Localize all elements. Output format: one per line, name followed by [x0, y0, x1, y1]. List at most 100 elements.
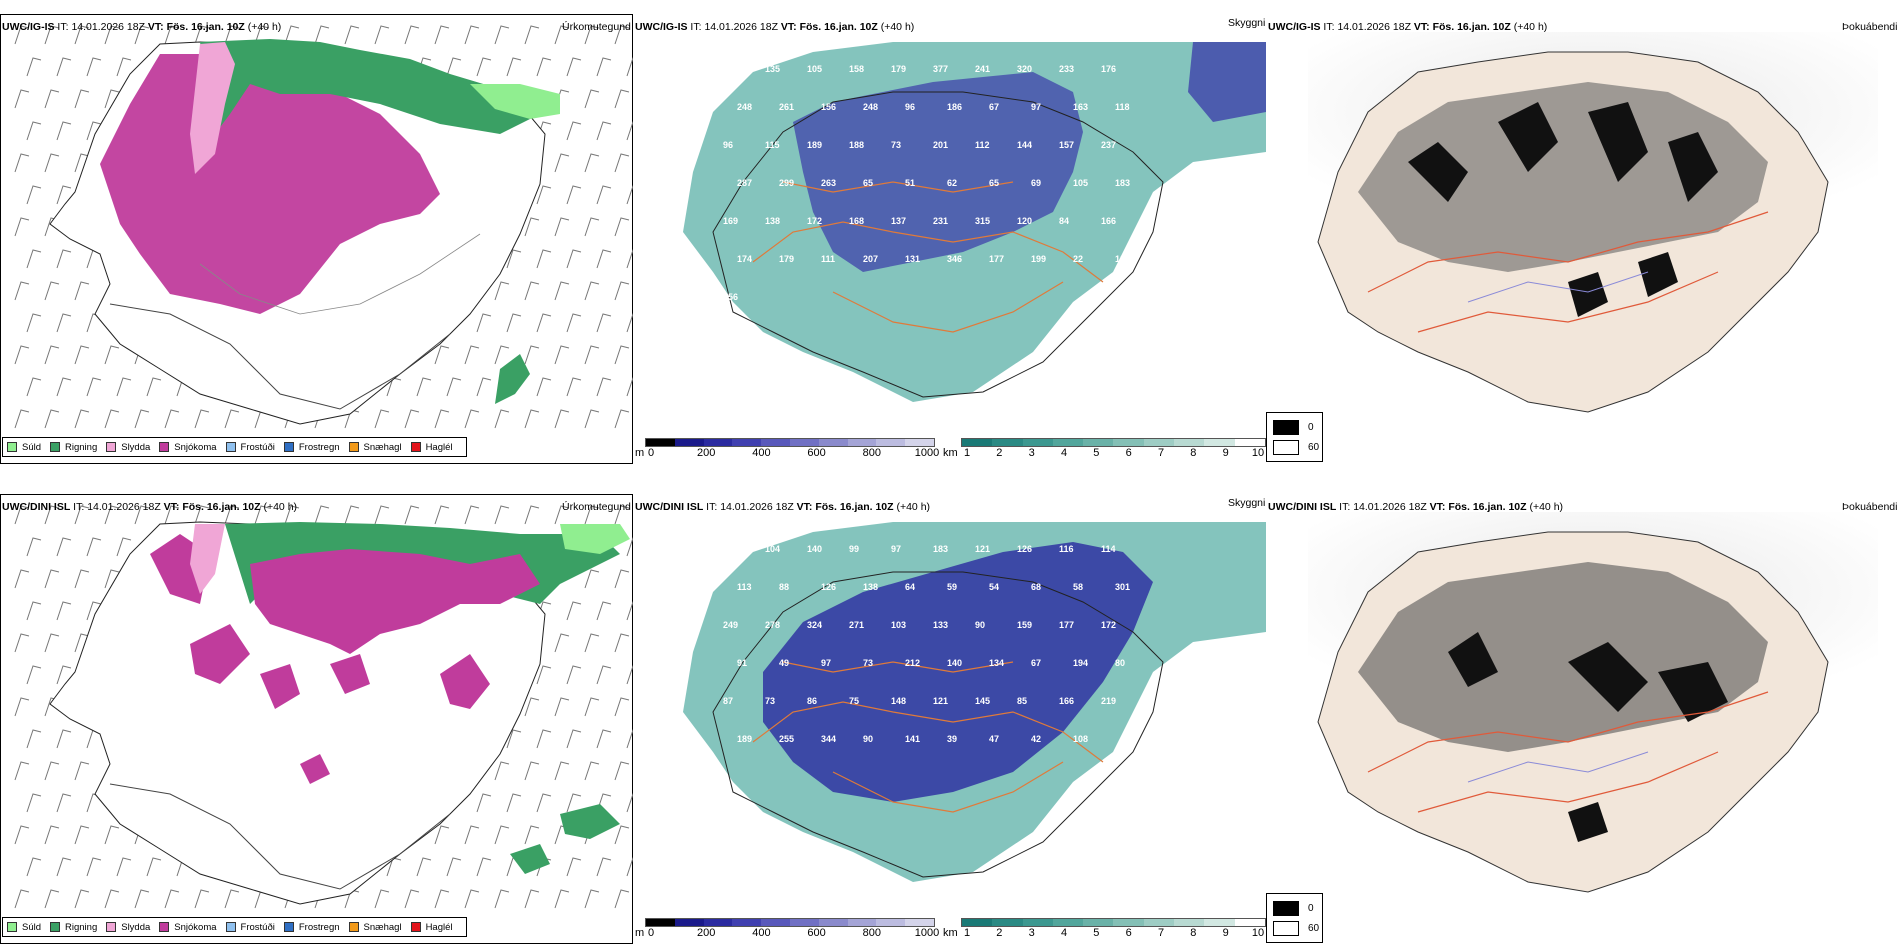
colorbar-cell — [876, 919, 906, 926]
legend-item: Frostúði — [225, 922, 275, 933]
wind-barb — [596, 185, 612, 205]
wind-barb — [224, 505, 240, 525]
wind-barb — [116, 857, 132, 877]
wind-barb — [536, 313, 552, 333]
colorbar-tick: 10 — [1251, 447, 1265, 459]
m-colorbar-bottom: m 0 200 400 600 800 1000 — [635, 918, 939, 942]
visibility-value: 189 — [737, 734, 752, 744]
visibility-value: 141 — [905, 734, 920, 744]
colorbar-cell — [674, 919, 704, 926]
wind-barb — [224, 409, 240, 429]
wind-barb — [446, 857, 462, 877]
visibility-value: 183 — [933, 544, 948, 554]
precip-type-label-top: Úrkomutegund — [562, 21, 631, 33]
wind-barb — [596, 665, 612, 685]
wind-barb — [524, 761, 540, 781]
visibility-value: 301 — [1115, 582, 1130, 592]
visibility-value: 96 — [905, 102, 915, 112]
visibility-value: 207 — [863, 254, 878, 264]
legend-swatch — [7, 442, 17, 452]
legend-swatch — [225, 922, 236, 932]
colorbar-cell — [905, 439, 934, 446]
wind-barb — [626, 121, 633, 141]
legend-swatch — [106, 442, 117, 452]
legend-swatch — [348, 442, 359, 452]
wind-barb — [614, 217, 630, 237]
wind-barb — [584, 889, 600, 909]
legend-label: Súld — [22, 441, 42, 453]
visibility-value: 90 — [975, 620, 985, 630]
wind-barb — [74, 409, 90, 429]
wind-barb — [434, 345, 450, 365]
wind-barb — [116, 377, 132, 397]
wind-barb — [626, 729, 633, 749]
colorbar-cell — [1234, 919, 1265, 926]
legend-swatch — [283, 442, 294, 452]
visibility-value: 263 — [821, 178, 836, 188]
visibility-value: 111 — [821, 254, 835, 264]
colorbar-cell — [1052, 919, 1084, 926]
wind-barb — [494, 409, 510, 429]
wind-barb — [404, 409, 420, 429]
visibility-value: 49 — [779, 658, 789, 668]
fog-legend-item: 60 — [1273, 921, 1319, 936]
wind-barb — [74, 89, 90, 109]
wind-barb — [446, 57, 462, 77]
wind-barb — [14, 153, 30, 173]
wind-barb — [74, 345, 90, 365]
wind-barb — [596, 377, 612, 397]
wind-barb — [134, 409, 150, 429]
visibility-value: 123 — [723, 64, 738, 74]
legend-item: Frostregn — [283, 922, 340, 933]
visibility-value: 133 — [933, 620, 948, 630]
wind-barb — [614, 889, 630, 909]
wind-barb — [56, 249, 72, 269]
colorbar-cell — [962, 439, 993, 446]
wind-barb — [626, 377, 633, 397]
wind-barb — [476, 313, 492, 333]
wind-barb — [524, 889, 540, 909]
wind-barb — [614, 697, 630, 717]
wind-barb — [524, 281, 540, 301]
colorbar-cell — [992, 439, 1023, 446]
legend-label: Haglél — [425, 441, 453, 453]
visibility-value: 278 — [765, 620, 780, 630]
wind-barb — [584, 761, 600, 781]
wind-barb — [614, 633, 630, 653]
visibility-value: 158 — [849, 64, 864, 74]
model-name: UWC/IG-IS — [2, 21, 55, 33]
legend-item: Súld — [7, 922, 41, 933]
wind-barb — [26, 537, 42, 557]
fog-legend-top: 0 60 — [1266, 412, 1323, 462]
wind-barb — [614, 25, 630, 45]
visibility-value: 97 — [891, 544, 901, 554]
visibility-value: 377 — [933, 64, 948, 74]
visibility-value: 54 — [989, 582, 999, 592]
visibility-value: 159 — [1017, 620, 1032, 630]
legend-label: Slydda — [121, 921, 151, 933]
wind-barb — [104, 569, 120, 589]
visibility-value: 59 — [947, 582, 957, 592]
visibility-value: 90 — [863, 734, 873, 744]
visibility-value: 22 — [1073, 254, 1083, 264]
wind-barb — [284, 505, 300, 525]
wind-barb — [194, 25, 210, 45]
colorbar-tick: 1 — [963, 927, 971, 939]
wind-barb — [14, 633, 30, 653]
wind-barb — [26, 57, 42, 77]
colorbar-cell — [818, 439, 848, 446]
visibility-value: 194 — [1073, 658, 1088, 668]
wind-barb — [584, 345, 600, 365]
wind-barb — [476, 793, 492, 813]
wind-barb — [566, 121, 582, 141]
wind-barb — [74, 505, 90, 525]
visibility-value: 118 — [1115, 102, 1130, 112]
wind-barb — [494, 889, 510, 909]
colorbar-cell — [732, 919, 762, 926]
visibility-value: 87 — [723, 696, 733, 706]
colorbar-tick: 5 — [1093, 447, 1100, 459]
wind-barb — [134, 505, 150, 525]
legend-item: Súld — [7, 442, 41, 453]
wind-barb — [134, 889, 150, 909]
visibility-value: 248 — [863, 102, 878, 112]
